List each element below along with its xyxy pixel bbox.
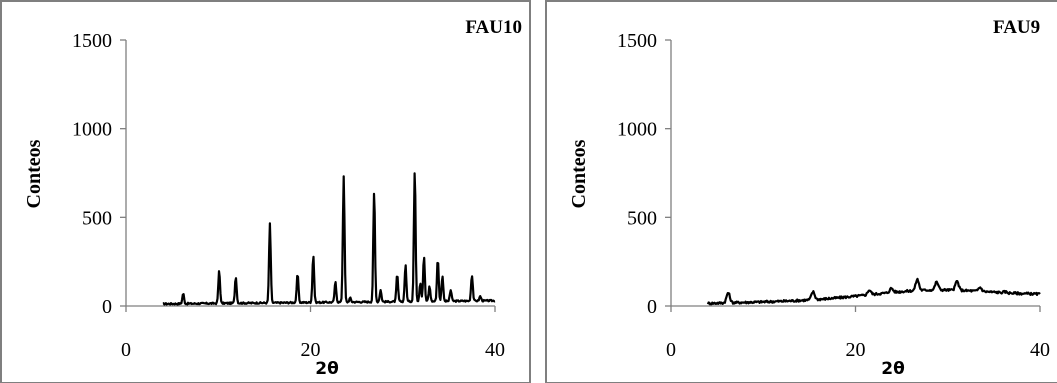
- panel-title: FAU9: [993, 17, 1040, 38]
- chart-panel-fau9: 0 500 1000 1500 0 20 40 FAU9 Conteos 2θ: [545, 0, 1057, 383]
- chart-panel-fau10: 0 500 1000 1500 0 20 40 FAU10 Conteos 2θ: [0, 0, 531, 383]
- x-tick-label: 0: [666, 339, 676, 361]
- y-tick-label: 500: [82, 207, 112, 229]
- y-tick-label: 1000: [72, 119, 112, 141]
- y-tick-label: 1000: [617, 119, 657, 141]
- y-tick-label: 0: [102, 296, 112, 318]
- x-tick-label: 40: [485, 339, 505, 361]
- x-axis-label: 2θ: [881, 359, 905, 379]
- y-tick-label: 1500: [72, 30, 112, 52]
- y-axis-label: Conteos: [23, 139, 45, 208]
- x-tick-label: 20: [846, 339, 866, 361]
- x-axis-label: 2θ: [315, 359, 339, 379]
- panel-frame: [545, 0, 1057, 383]
- x-tick-label: 40: [1030, 339, 1050, 361]
- panel-title: FAU10: [465, 17, 522, 38]
- x-tick-label: 0: [121, 339, 131, 361]
- x-tick-label: 20: [301, 339, 321, 361]
- y-tick-label: 1500: [617, 30, 657, 52]
- diffraction-trace: [706, 277, 1041, 306]
- y-tick-label: 0: [647, 296, 657, 318]
- panel-frame: [0, 0, 531, 383]
- diffraction-trace: [162, 172, 496, 306]
- y-tick-label: 500: [627, 207, 657, 229]
- y-axis-label: Conteos: [568, 139, 590, 208]
